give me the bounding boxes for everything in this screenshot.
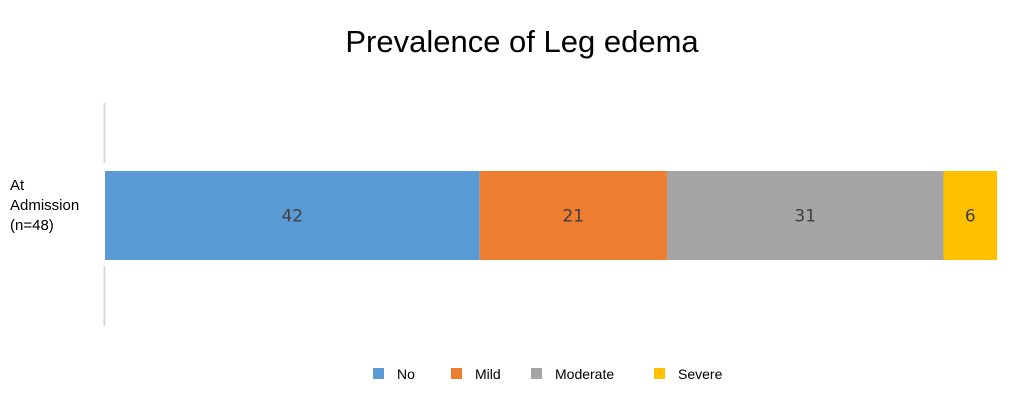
data-label-mild: 21	[562, 207, 584, 227]
bar-segment-no	[105, 171, 480, 260]
bar-segment-moderate	[666, 171, 944, 260]
legend-swatch-no	[373, 368, 384, 379]
category-label-line-1: At	[10, 177, 25, 194]
data-label-severe: 6	[965, 207, 976, 227]
bar-segment-severe	[943, 171, 997, 260]
category-label-line-3: (n=48)	[10, 217, 54, 234]
legend-label-mild: Mild	[475, 366, 501, 382]
chart-title: Prevalence of Leg edema	[345, 24, 699, 59]
bars: 42 21 31 6	[105, 171, 997, 260]
data-label-no: 42	[281, 207, 303, 227]
legend-swatch-mild	[451, 368, 462, 379]
category-label: At Admission (n=48)	[10, 177, 79, 234]
legend-label-no: No	[397, 366, 415, 382]
legend-label-severe: Severe	[678, 366, 723, 382]
bar-segment-mild	[479, 171, 667, 260]
legend: No Mild Moderate Severe	[373, 366, 723, 382]
legend-swatch-moderate	[531, 368, 542, 379]
legend-swatch-severe	[654, 368, 665, 379]
data-label-moderate: 31	[794, 207, 816, 227]
category-label-line-2: Admission	[10, 197, 79, 214]
legend-label-moderate: Moderate	[555, 366, 614, 382]
